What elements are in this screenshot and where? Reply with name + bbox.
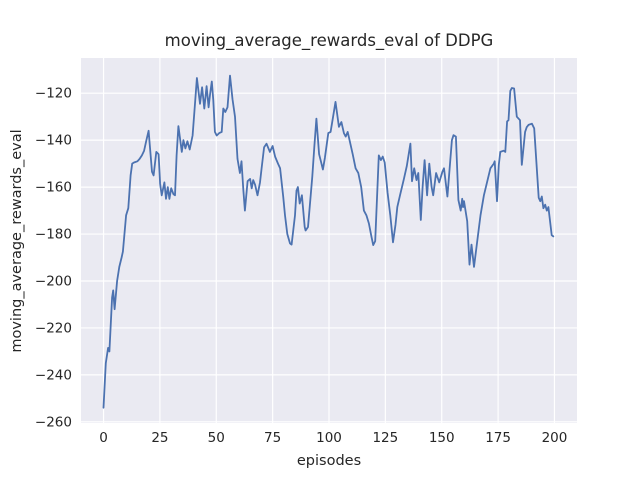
chart-title: moving_average_rewards_eval of DDPG xyxy=(164,31,494,50)
x-tick-label: 75 xyxy=(264,430,281,446)
y-tick-label: −140 xyxy=(35,133,72,149)
x-tick-label: 50 xyxy=(208,430,225,446)
series-line-moving_average_rewards_eval xyxy=(102,74,555,409)
tick-labels: 0 25 50 75 100 125 150 175 200 −120 −140 −160 −180 −2… xyxy=(35,86,567,446)
y-tick-label: −220 xyxy=(35,320,72,336)
x-axis-label: episodes xyxy=(296,453,362,469)
y-tick-label: −240 xyxy=(35,367,72,383)
x-tick-label: 0 xyxy=(99,430,108,446)
y-tick-label: −160 xyxy=(35,180,72,196)
x-tick-label: 175 xyxy=(485,430,511,446)
x-tick-label: 25 xyxy=(151,430,168,446)
x-tick-label: 150 xyxy=(429,430,455,446)
y-tick-label: −180 xyxy=(35,227,72,243)
x-tick-label: 200 xyxy=(542,430,568,446)
y-tick-label: −260 xyxy=(35,414,72,430)
y-tick-label: −200 xyxy=(35,273,72,289)
y-axis-label: moving_average_rewards_eval xyxy=(9,129,25,353)
gridlines xyxy=(81,58,577,423)
y-tick-label: −120 xyxy=(35,86,72,102)
x-tick-label: 125 xyxy=(372,430,398,446)
x-tick-label: 100 xyxy=(316,430,342,446)
